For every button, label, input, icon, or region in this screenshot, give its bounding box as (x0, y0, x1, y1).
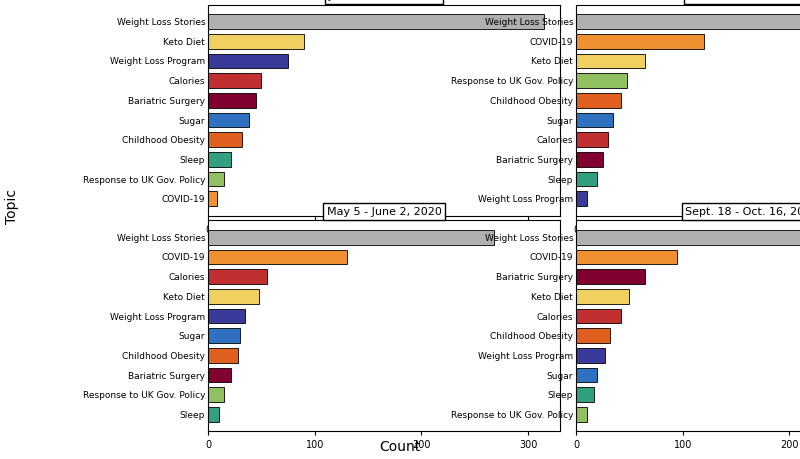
Title: Feb. 26 - Mar. 25, 2020: Feb. 26 - Mar. 25, 2020 (688, 0, 800, 1)
Bar (576, 132, 608, 147)
Bar (576, 250, 678, 264)
Bar (576, 172, 598, 186)
Bar (576, 191, 586, 206)
Bar (576, 407, 586, 422)
Bar (208, 93, 256, 108)
Bar (208, 172, 224, 186)
Bar (576, 73, 627, 88)
Bar (208, 387, 224, 402)
Bar (576, 308, 621, 324)
Bar (208, 328, 240, 343)
Title: May 5 - June 2, 2020: May 5 - June 2, 2020 (326, 207, 442, 217)
Bar (208, 269, 266, 284)
Bar (576, 230, 800, 245)
Bar (576, 368, 598, 382)
Text: Count: Count (379, 440, 421, 454)
Bar (208, 250, 346, 264)
Bar (576, 14, 800, 29)
Title: Jan. 6 - Feb. 3, 2020: Jan. 6 - Feb. 3, 2020 (328, 0, 440, 1)
Bar (576, 387, 594, 402)
Bar (208, 73, 262, 88)
Bar (576, 289, 630, 304)
Bar (576, 328, 610, 343)
Bar (208, 112, 249, 128)
Bar (208, 34, 304, 49)
Text: Topic: Topic (5, 189, 19, 224)
Bar (208, 14, 544, 29)
Bar (576, 112, 614, 128)
Bar (576, 152, 602, 167)
Bar (208, 191, 217, 206)
Bar (208, 368, 231, 382)
Bar (576, 34, 704, 49)
Bar (208, 407, 218, 422)
Bar (576, 93, 621, 108)
Bar (208, 132, 242, 147)
Bar (208, 289, 259, 304)
Bar (576, 54, 646, 68)
Bar (576, 269, 646, 284)
Bar (208, 230, 494, 245)
Bar (208, 54, 288, 68)
Bar (208, 308, 246, 324)
Title: Sept. 18 - Oct. 16, 2020: Sept. 18 - Oct. 16, 2020 (686, 207, 800, 217)
Bar (208, 348, 238, 363)
Bar (208, 152, 231, 167)
Bar (576, 348, 605, 363)
